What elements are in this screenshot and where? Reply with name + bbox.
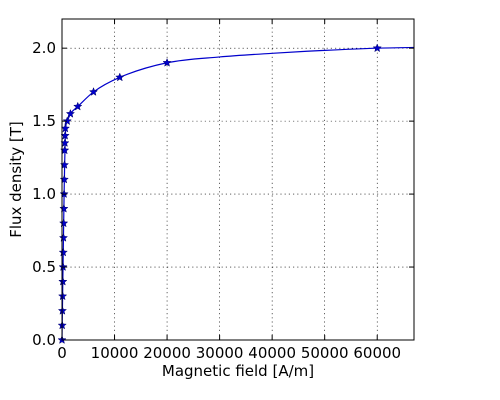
y-tick-label: 1.5	[32, 112, 56, 130]
series-line	[61, 46, 415, 341]
data-point	[372, 43, 382, 53]
data-point	[88, 87, 99, 96]
plot-frame	[61, 18, 415, 341]
x-tick-label: 30000	[196, 344, 244, 362]
x-tick-label: 10000	[91, 344, 139, 362]
marker-layer	[57, 43, 382, 344]
x-tick-label: 50000	[301, 344, 349, 362]
data-point	[58, 247, 68, 257]
data-point	[59, 203, 69, 213]
axis-ticks: 0 10000 20000 30000 40000 50000 60000 0.0 0.5 1.0…	[32, 19, 414, 362]
x-tick-label: 40000	[248, 344, 296, 362]
x-tick-label: 0	[57, 344, 67, 362]
y-tick-label: 0.5	[32, 258, 56, 276]
data-point	[62, 116, 72, 126]
data-point	[59, 218, 69, 228]
data-point	[57, 291, 68, 301]
x-axis-label: Magnetic field [A/m]	[162, 362, 314, 380]
grid	[62, 19, 414, 340]
y-axis-label: Flux density [T]	[7, 121, 25, 238]
data-point	[65, 108, 76, 118]
x-tick-label: 60000	[353, 344, 401, 362]
data-point	[162, 57, 172, 67]
data-point	[58, 232, 69, 242]
data-point	[58, 276, 68, 286]
y-tick-label: 1.0	[32, 185, 56, 203]
data-point	[59, 174, 69, 184]
y-tick-label: 2.0	[32, 39, 56, 57]
curve-layer	[61, 46, 415, 341]
y-tick-label: 0.0	[32, 331, 56, 349]
data-point	[115, 72, 125, 82]
data-point	[73, 101, 83, 111]
x-tick-label: 20000	[143, 344, 191, 362]
